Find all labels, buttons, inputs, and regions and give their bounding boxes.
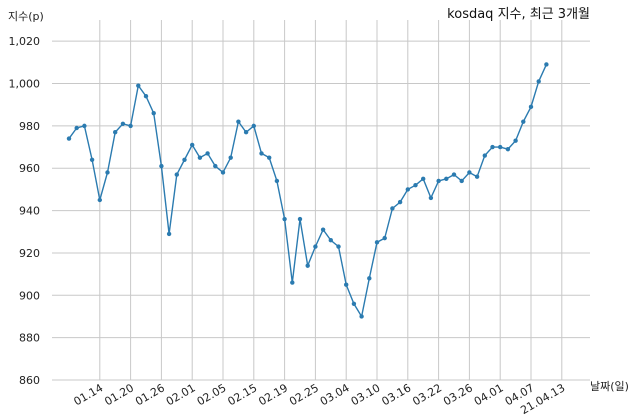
data-point (536, 79, 541, 84)
data-point (382, 235, 387, 241)
data-point (190, 142, 195, 148)
data-point (528, 104, 534, 110)
data-point (267, 155, 272, 160)
data-point (174, 172, 179, 177)
data-point (413, 182, 418, 188)
data-point (97, 197, 103, 203)
data-point (467, 170, 472, 175)
data-point (143, 94, 149, 99)
data-point (421, 176, 426, 182)
data-point (290, 280, 295, 285)
data-point (182, 157, 187, 162)
x-tick-label: 02.15 (226, 381, 260, 408)
data-point (498, 144, 503, 150)
y-tick-label: 1,020 (9, 35, 41, 48)
data-point (243, 130, 249, 135)
y-tick-label: 1,000 (9, 78, 41, 91)
data-point (236, 119, 241, 124)
grid-lines (52, 20, 590, 381)
data-point (282, 216, 287, 222)
data-point (120, 121, 126, 126)
data-point (159, 163, 164, 169)
data-point (405, 187, 410, 192)
data-point (390, 206, 395, 211)
data-point (374, 240, 380, 245)
x-tick-label: 01.14 (72, 381, 106, 408)
data-point (136, 83, 141, 88)
data-point (428, 195, 434, 201)
x-tick-label: 03.10 (349, 381, 383, 408)
data-point (490, 144, 495, 150)
x-tick-label: 03.26 (441, 381, 475, 408)
data-point (89, 157, 95, 162)
data-point (451, 172, 457, 177)
data-point (251, 123, 256, 129)
data-point (66, 136, 72, 141)
chart-title: kosdaq 지수, 최근 3개월 (447, 7, 590, 22)
x-tick-label: 02.05 (195, 381, 229, 408)
data-point (313, 244, 318, 249)
y-tick-label: 980 (19, 120, 40, 133)
x-tick-label: 01.20 (102, 381, 136, 408)
data-point (336, 244, 341, 249)
data-point (105, 170, 110, 175)
data-point (259, 151, 264, 156)
data-point (513, 138, 518, 143)
data-point (228, 155, 233, 160)
x-axis-tick-labels: 01.1401.2001.2602.0102.0502.1502.1902.25… (72, 381, 568, 417)
data-point (74, 125, 79, 131)
x-tick-label: 01.26 (133, 381, 167, 408)
y-tick-label: 960 (19, 162, 40, 175)
x-tick-label: 02.19 (256, 381, 290, 408)
data-point (128, 123, 133, 129)
data-point (151, 110, 156, 116)
data-point (220, 170, 226, 175)
data-point (474, 174, 480, 179)
data-point (482, 153, 487, 158)
data-point (213, 163, 218, 169)
data-point (166, 231, 172, 237)
y-tick-label: 860 (19, 374, 40, 387)
x-tick-label: 03.16 (380, 381, 414, 408)
data-point (359, 314, 364, 319)
data-point (459, 178, 464, 184)
data-point (444, 176, 449, 182)
x-tick-label: 02.01 (164, 381, 198, 408)
x-tick-label: 02.25 (287, 381, 321, 408)
y-tick-label: 880 (19, 332, 40, 345)
data-point (205, 151, 210, 156)
data-point (344, 282, 349, 287)
x-tick-label: 03.04 (318, 381, 352, 408)
y-tick-label: 920 (19, 247, 40, 260)
data-point (197, 155, 203, 160)
data-point (436, 178, 441, 184)
y-axis-title: 지수(p) (8, 10, 44, 23)
data-points (66, 62, 549, 319)
y-tick-label: 900 (19, 289, 40, 302)
x-tick-label: 04.01 (472, 381, 506, 408)
y-axis-tick-labels: 860 880 900 920 940 960 980 1,000 1,020 (9, 35, 41, 387)
data-point (320, 227, 326, 232)
data-point (505, 146, 511, 152)
data-point (367, 276, 372, 281)
data-point (113, 130, 118, 135)
data-point (351, 301, 357, 306)
kosdaq-index-line (68, 64, 548, 319)
x-tick-label: 03.22 (410, 381, 444, 408)
x-axis-title: 날짜(일) (590, 379, 629, 393)
y-tick-label: 940 (19, 205, 40, 218)
data-point (305, 263, 310, 268)
data-point (82, 123, 87, 129)
data-point (328, 238, 333, 243)
data-point (274, 178, 280, 184)
data-point (397, 199, 403, 205)
data-point (521, 119, 526, 124)
data-point (297, 216, 303, 222)
data-point (544, 62, 549, 67)
